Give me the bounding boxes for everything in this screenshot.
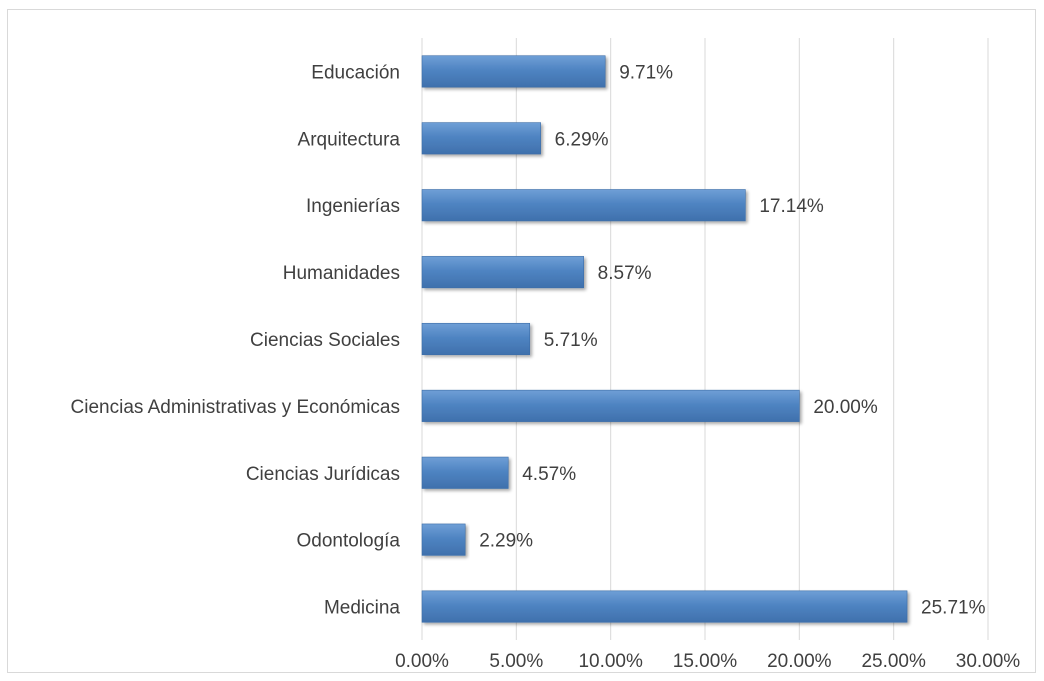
data-labels: 9.71% 6.29% 17.14% 8.57% 5.71% 20.00% 4.57% 2.2… — [479, 62, 985, 618]
bar — [421, 55, 606, 88]
bar — [421, 256, 584, 289]
x-axis-tick-labels: 0.00% 5.00% 10.00% 15.00% 20.00% 25.00% 30.00% — [395, 651, 1020, 672]
category-label: Humanidades — [283, 263, 400, 284]
category-label: Ciencias Jurídicas — [246, 464, 400, 485]
data-label: 25.71% — [921, 598, 986, 619]
data-label: 9.71% — [619, 62, 673, 83]
category-label: Ciencias Administrativas y Económicas — [71, 397, 400, 418]
x-tick-label: 15.00% — [673, 651, 738, 672]
data-label: 17.14% — [759, 196, 824, 217]
bar — [421, 122, 541, 155]
data-label: 8.57% — [598, 263, 652, 284]
category-label: Arquitectura — [298, 129, 401, 150]
category-label: Ingenierías — [306, 196, 400, 217]
bar — [421, 523, 466, 556]
data-label: 2.29% — [479, 531, 533, 552]
data-label: 4.57% — [522, 464, 576, 485]
data-label: 20.00% — [813, 397, 878, 418]
data-label: 5.71% — [544, 330, 598, 351]
x-tick-label: 25.00% — [861, 651, 926, 672]
category-label: Medicina — [324, 598, 400, 619]
category-label: Odontología — [296, 531, 400, 552]
bar — [421, 322, 531, 356]
category-label: Ciencias Sociales — [250, 330, 400, 351]
bars — [421, 55, 908, 623]
category-labels: Educación Arquitectura Ingenierías Humanida… — [71, 62, 401, 618]
bar — [421, 389, 800, 422]
x-tick-label: 5.00% — [489, 651, 543, 672]
category-label: Educación — [311, 62, 400, 83]
bar — [421, 590, 908, 623]
x-tick-label: 30.00% — [956, 651, 1021, 672]
x-tick-label: 20.00% — [767, 651, 832, 672]
bar — [421, 456, 509, 489]
x-tick-label: 0.00% — [395, 651, 449, 672]
x-tick-label: 10.00% — [578, 651, 643, 672]
bar — [421, 189, 746, 222]
data-label: 6.29% — [555, 129, 609, 150]
